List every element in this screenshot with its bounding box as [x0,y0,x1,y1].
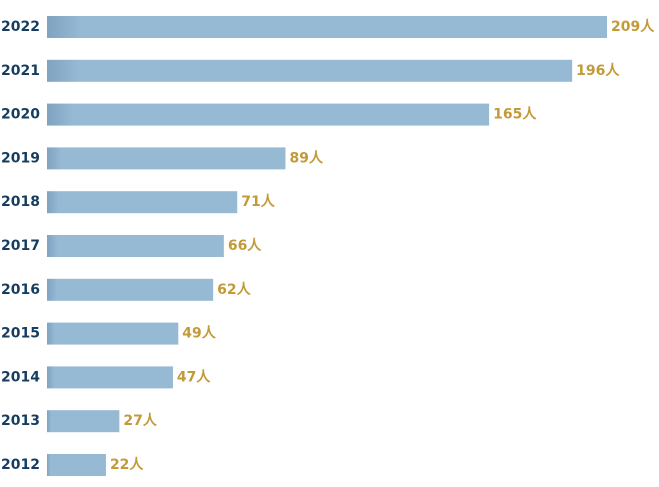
year-label-2012: 2012 [1,457,40,473]
bar-2019 [47,147,286,170]
value-label-2021: 196人 [576,62,620,79]
bar-2018 [47,191,238,214]
year-label-2021: 2021 [1,63,40,79]
year-label-2022: 2022 [1,19,40,35]
year-label-2017: 2017 [1,238,40,254]
value-label-2014: 47人 [177,368,211,385]
value-label-2016: 62人 [217,281,251,298]
value-label-2020: 165人 [493,106,537,123]
bar-2017 [47,235,224,257]
value-label-2015: 49人 [182,325,216,342]
value-labels-layer: 209人 196人 165人 89人 71人 66人 62人 49人 47人 27人 22人 [110,18,655,473]
year-label-2013: 2013 [1,413,40,429]
bar-2015 [47,322,179,345]
year-label-2018: 2018 [1,194,40,210]
bar-2012 [47,454,106,476]
value-label-2022: 209人 [611,18,655,35]
bar-2016 [47,278,214,301]
bar-2021 [47,59,573,82]
year-label-2014: 2014 [1,369,40,385]
bars-layer [47,16,607,476]
value-label-2013: 27人 [123,412,157,429]
year-label-2020: 2020 [1,107,40,123]
year-label-2016: 2016 [1,282,40,298]
value-label-2018: 71人 [241,193,275,210]
bar-2014 [47,366,173,389]
year-label-2015: 2015 [1,326,40,342]
value-label-2019: 89人 [289,149,323,166]
bar-2013 [47,410,120,433]
value-label-2017: 66人 [228,237,262,254]
bar-2020 [47,103,490,126]
bar-2022 [47,16,607,38]
value-label-2012: 22人 [110,456,144,473]
year-label-2019: 2019 [1,150,40,166]
year-labels-layer: 2022 2021 2020 2019 2018 2017 2016 2015 2014 2013… [1,19,40,473]
